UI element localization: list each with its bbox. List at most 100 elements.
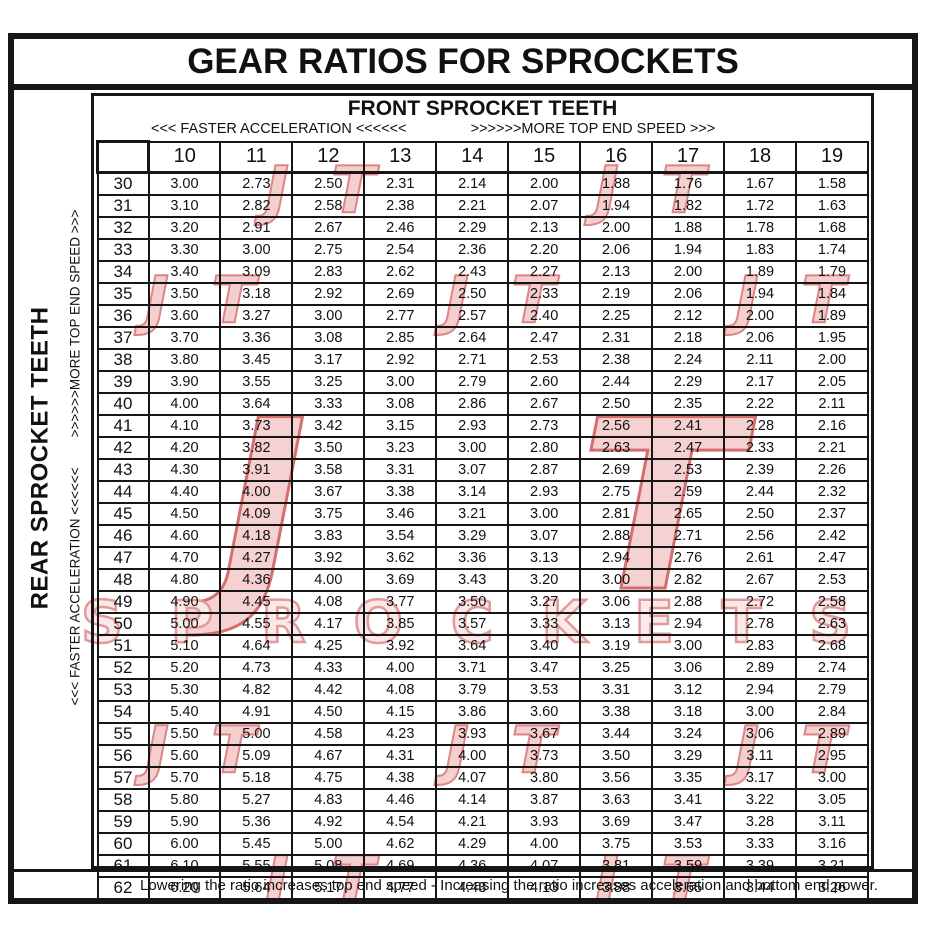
ratio-cell: 3.09 xyxy=(219,260,294,284)
ratio-cell: 4.07 xyxy=(435,766,510,790)
ratio-cell: 6.00 xyxy=(147,832,222,856)
table-row: 46 4.60 4.18 3.83 3.54 3.29 3.07 2.88 2.71 2.56 2.… xyxy=(96,524,870,548)
ratio-cell: 3.80 xyxy=(147,348,222,372)
ratio-cell: 2.94 xyxy=(723,678,797,702)
table-row: 48 4.80 4.36 4.00 3.69 3.43 3.20 3.00 2.82 2.67 2.… xyxy=(96,568,870,592)
ratio-cell: 2.67 xyxy=(507,392,582,416)
ratio-cell: 2.58 xyxy=(291,194,366,218)
ratio-cell: 2.33 xyxy=(507,282,582,306)
ratio-cell: 5.80 xyxy=(147,788,222,812)
rear-teeth-label: 62 xyxy=(96,876,150,900)
ratio-cell: 4.91 xyxy=(219,700,294,724)
ratio-cell: 3.92 xyxy=(363,634,438,658)
ratio-cell: 3.06 xyxy=(579,590,654,614)
ratio-cell: 5.90 xyxy=(147,810,222,834)
ratio-cell: 1.84 xyxy=(794,282,870,306)
ratio-cell: 2.50 xyxy=(291,171,366,196)
table-row: 50 5.00 4.55 4.17 3.85 3.57 3.33 3.13 2.94 2.78 2.… xyxy=(96,612,870,636)
table-content: FRONT SPROCKET TEETH <<< FASTER ACCELERA… xyxy=(91,90,874,900)
table-row: 35 3.50 3.18 2.92 2.69 2.50 2.33 2.19 2.06 1.94 1.… xyxy=(96,282,870,306)
ratio-cell: 2.74 xyxy=(794,656,870,680)
ratio-cell: 3.77 xyxy=(363,590,438,614)
ratio-cell: 2.63 xyxy=(794,612,870,636)
ratio-cell: 2.00 xyxy=(507,171,582,196)
ratio-cell: 4.08 xyxy=(363,678,438,702)
ratio-cell: 3.50 xyxy=(147,282,222,306)
ratio-cell: 5.00 xyxy=(219,722,294,746)
ratio-cell: 3.33 xyxy=(291,392,366,416)
ratio-cell: 2.79 xyxy=(435,370,510,394)
ratio-cell: 1.88 xyxy=(651,216,725,240)
ratio-cell: 2.12 xyxy=(651,304,725,328)
ratio-cell: 3.86 xyxy=(435,700,510,724)
rear-teeth-label: 51 xyxy=(96,634,150,658)
rear-axis-title-wrap: REAR SPROCKET TEETH xyxy=(18,90,62,825)
ratio-cell: 1.95 xyxy=(794,326,870,350)
ratio-cell: 2.18 xyxy=(651,326,725,350)
ratio-cell: 4.62 xyxy=(363,832,438,856)
ratio-cell: 2.69 xyxy=(579,458,654,482)
ratio-cell: 3.08 xyxy=(363,392,438,416)
ratio-cell: 2.46 xyxy=(363,216,438,240)
ratio-cell: 2.41 xyxy=(651,414,725,438)
table-row: 32 3.20 2.91 2.67 2.46 2.29 2.13 2.00 1.88 1.78 1.… xyxy=(96,216,870,240)
rear-teeth-label: 41 xyxy=(96,414,150,438)
ratio-cell: 2.21 xyxy=(794,436,870,460)
ratio-cell: 3.00 xyxy=(147,171,222,196)
ratio-cell: 2.31 xyxy=(363,171,438,196)
ratio-cell: 4.31 xyxy=(363,744,438,768)
ratio-cell: 4.00 xyxy=(363,656,438,680)
ratio-cell: 4.08 xyxy=(291,590,366,614)
ratio-cell: 2.82 xyxy=(219,194,294,218)
ratio-cell: 3.33 xyxy=(507,612,582,636)
front-axis-title: FRONT SPROCKET TEETH xyxy=(347,97,618,120)
ratio-cell: 2.07 xyxy=(507,194,582,218)
ratio-cell: 4.46 xyxy=(363,788,438,812)
rear-axis-arrows-wrap: <<< FASTER ACCELERATION <<<<<< >>>>>>MOR… xyxy=(62,90,88,825)
ratio-cell: 2.93 xyxy=(435,414,510,438)
ratio-cell: 3.26 xyxy=(794,876,870,900)
table-row: 38 3.80 3.45 3.17 2.92 2.71 2.53 2.38 2.24 2.11 2.… xyxy=(96,348,870,372)
ratio-cell: 3.31 xyxy=(579,678,654,702)
ratio-cell: 3.38 xyxy=(363,480,438,504)
ratio-cell: 3.41 xyxy=(651,788,725,812)
ratio-cell: 2.94 xyxy=(651,612,725,636)
rear-teeth-label: 36 xyxy=(96,304,150,328)
ratio-cell: 3.93 xyxy=(435,722,510,746)
ratio-cell: 2.13 xyxy=(507,216,582,240)
ratio-cell: 2.39 xyxy=(723,458,797,482)
ratio-cell: 2.69 xyxy=(363,282,438,306)
ratio-cell: 4.17 xyxy=(291,612,366,636)
ratio-cell: 2.89 xyxy=(723,656,797,680)
ratio-cell: 2.75 xyxy=(291,238,366,262)
table-row: 54 5.40 4.91 4.50 4.15 3.86 3.60 3.38 3.18 3.00 2.… xyxy=(96,700,870,724)
rear-teeth-label: 55 xyxy=(96,722,150,746)
ratio-cell: 2.36 xyxy=(435,238,510,262)
ratio-cell: 3.00 xyxy=(363,370,438,394)
page-title: GEAR RATIOS FOR SPROCKETS xyxy=(14,39,912,90)
column-header: 13 xyxy=(363,140,438,174)
ratio-cell: 1.94 xyxy=(723,282,797,306)
ratio-cell: 3.13 xyxy=(579,612,654,636)
ratio-cell: 2.73 xyxy=(507,414,582,438)
ratio-cell: 3.62 xyxy=(363,546,438,570)
ratio-cell: 3.53 xyxy=(507,678,582,702)
rear-teeth-label: 57 xyxy=(96,766,150,790)
ratio-cell: 4.14 xyxy=(435,788,510,812)
ratio-cell: 4.29 xyxy=(435,832,510,856)
table-row: 45 4.50 4.09 3.75 3.46 3.21 3.00 2.81 2.65 2.50 2.… xyxy=(96,502,870,526)
ratio-cell: 3.87 xyxy=(507,788,582,812)
ratio-cell: 5.70 xyxy=(147,766,222,790)
ratio-cell: 3.50 xyxy=(291,436,366,460)
ratio-cell: 2.24 xyxy=(651,348,725,372)
ratio-cell: 4.00 xyxy=(219,480,294,504)
ratio-cell: 4.67 xyxy=(291,744,366,768)
table-row: 60 6.00 5.45 5.00 4.62 4.29 4.00 3.75 3.53 3.33 3.… xyxy=(96,832,870,856)
ratio-cell: 5.50 xyxy=(147,722,222,746)
table-inner-box: FRONT SPROCKET TEETH <<< FASTER ACCELERA… xyxy=(91,93,874,900)
ratio-cell: 2.87 xyxy=(507,458,582,482)
ratio-cell: 2.92 xyxy=(363,348,438,372)
ratio-cell: 3.07 xyxy=(435,458,510,482)
table-row: 40 4.00 3.64 3.33 3.08 2.86 2.67 2.50 2.35 2.22 2.… xyxy=(96,392,870,416)
ratio-cell: 5.36 xyxy=(219,810,294,834)
